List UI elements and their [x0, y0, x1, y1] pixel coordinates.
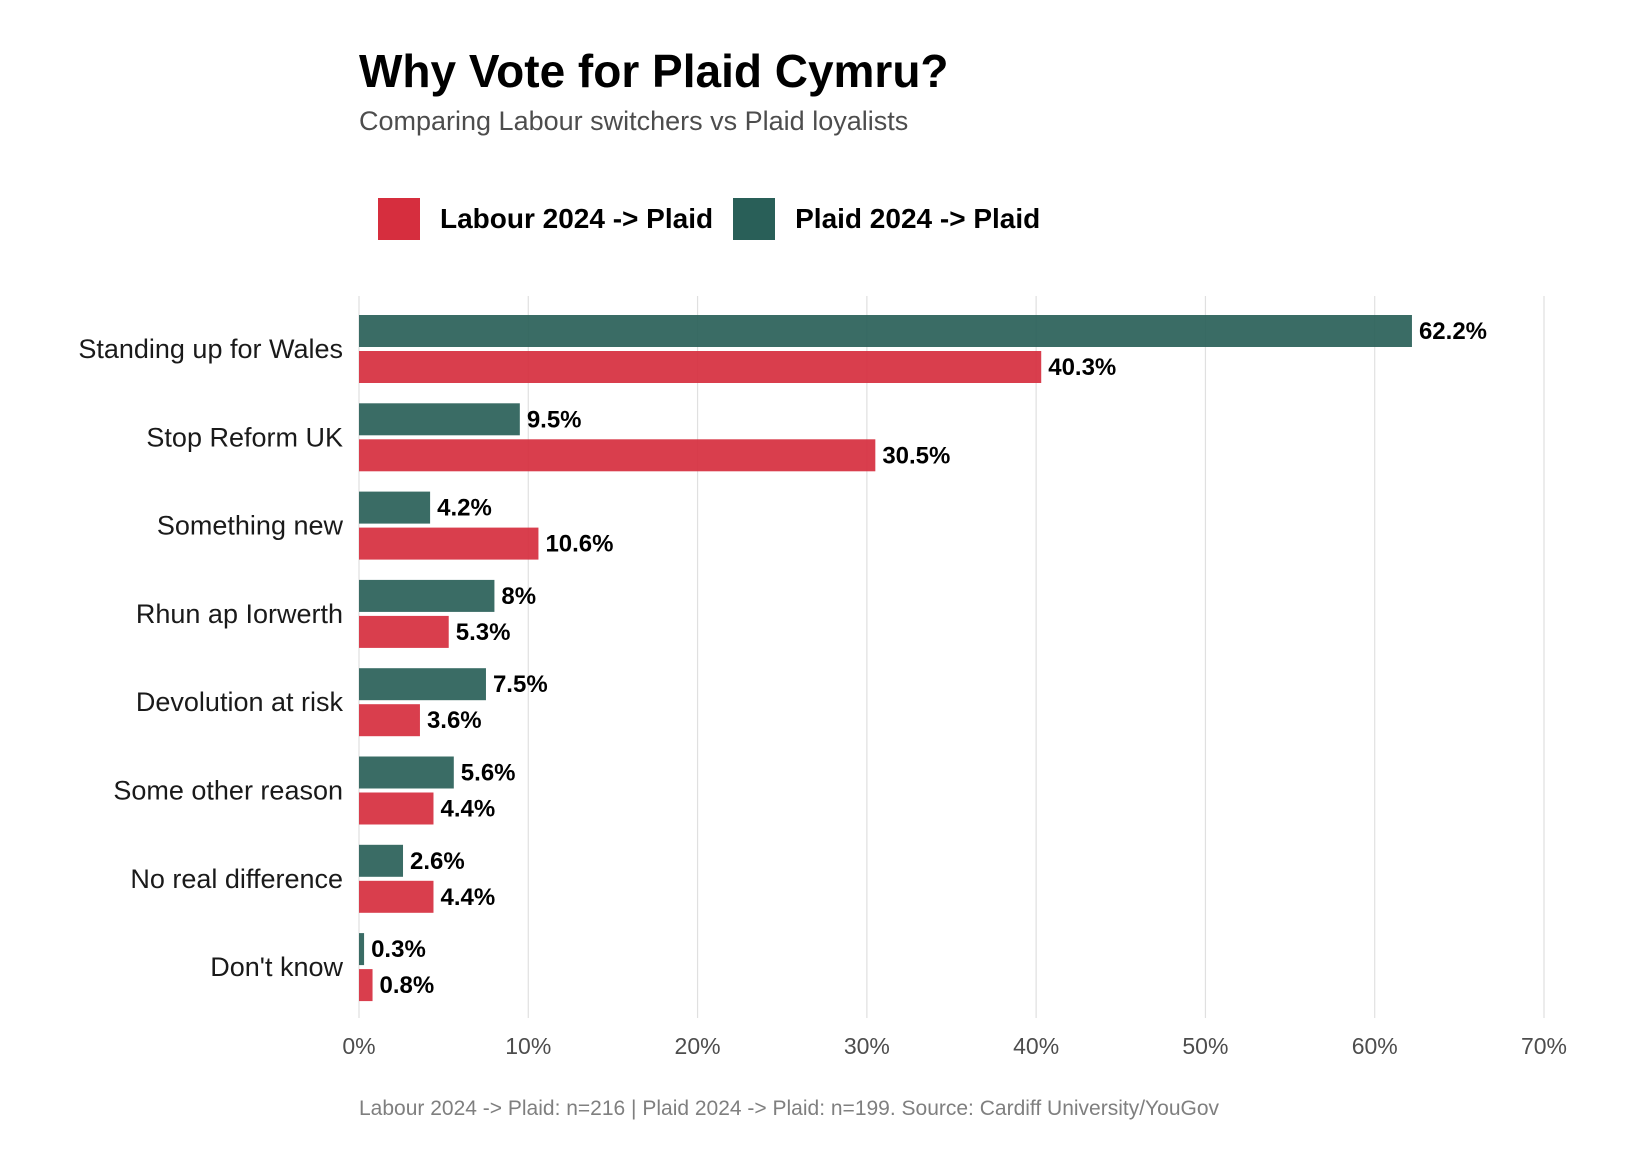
bars — [359, 315, 1412, 1002]
x-tick-label: 0% — [342, 1033, 375, 1059]
category-label: Don't know — [210, 952, 343, 982]
x-tick-label: 50% — [1182, 1033, 1228, 1059]
legend-swatch-labour — [378, 198, 420, 240]
category-label: Something new — [157, 511, 344, 541]
x-tick-label: 30% — [844, 1033, 890, 1059]
x-tick-label: 70% — [1521, 1033, 1567, 1059]
value-labels: 62.2% 40.3% 9.5% 30.5% 4.2% 10.6% 8% 5.3% 7.5% 3.… — [371, 318, 1487, 999]
bar-plaid — [359, 403, 520, 436]
value-label-labour: 3.6% — [427, 707, 482, 734]
category-label: Stop Reform UK — [146, 422, 343, 452]
value-label-plaid: 5.6% — [461, 760, 516, 787]
category-label: Standing up for Wales — [78, 334, 343, 364]
bar-plaid — [359, 933, 365, 966]
x-axis-ticks: 0% 10% 20% 30% 40% 50% 60% 70% — [342, 1033, 1567, 1059]
bar-labour — [359, 704, 420, 737]
category-label: No real difference — [130, 864, 343, 894]
legend-swatch-plaid — [733, 198, 776, 240]
value-label-labour: 40.3% — [1048, 354, 1116, 381]
value-label-labour: 0.8% — [380, 972, 435, 999]
value-label-labour: 10.6% — [545, 531, 613, 558]
value-label-labour: 4.4% — [440, 884, 495, 911]
bar-plaid — [359, 579, 495, 612]
x-tick-label: 10% — [505, 1033, 551, 1059]
bar-labour — [359, 615, 449, 648]
legend-item-plaid: Plaid 2024 -> Plaid — [733, 198, 1040, 240]
bar-plaid — [359, 756, 454, 789]
category-label: Devolution at risk — [136, 687, 344, 717]
chart-subtitle: Comparing Labour switchers vs Plaid loya… — [359, 106, 909, 136]
value-label-labour: 4.4% — [440, 796, 495, 823]
bar-labour — [359, 527, 539, 560]
chart-caption: Labour 2024 -> Plaid: n=216 | Plaid 2024… — [359, 1097, 1220, 1120]
category-labels: Standing up for Wales Stop Reform UK Somet… — [78, 334, 343, 982]
legend-label-labour: Labour 2024 -> Plaid — [440, 203, 714, 234]
x-tick-label: 20% — [675, 1033, 721, 1059]
bar-labour — [359, 439, 876, 472]
x-tick-label: 40% — [1013, 1033, 1059, 1059]
bar-labour — [359, 969, 373, 1002]
category-label: Some other reason — [113, 776, 343, 806]
legend-item-labour: Labour 2024 -> Plaid — [378, 198, 713, 240]
x-tick-label: 60% — [1352, 1033, 1398, 1059]
gridlines — [358, 296, 1545, 1018]
value-label-plaid: 4.2% — [437, 495, 492, 522]
bar-labour — [359, 792, 434, 825]
bar-plaid — [359, 315, 1412, 347]
bar-labour — [359, 880, 434, 913]
bar-plaid — [359, 844, 404, 877]
bar-labour — [359, 351, 1042, 383]
value-label-plaid: 9.5% — [527, 406, 582, 433]
legend-label-plaid: Plaid 2024 -> Plaid — [795, 203, 1041, 234]
value-label-labour: 30.5% — [882, 442, 950, 469]
bar-plaid — [359, 491, 431, 524]
value-label-plaid: 0.3% — [371, 936, 426, 963]
value-label-plaid: 7.5% — [493, 671, 548, 698]
value-label-plaid: 2.6% — [410, 848, 465, 875]
legend: Labour 2024 -> Plaid Plaid 2024 -> Plaid — [378, 198, 1060, 240]
value-label-plaid: 8% — [501, 583, 536, 610]
category-label: Rhun ap Iorwerth — [136, 599, 343, 629]
value-label-plaid: 62.2% — [1419, 318, 1487, 345]
chart-title: Why Vote for Plaid Cymru? — [359, 45, 949, 97]
bar-plaid — [359, 668, 486, 701]
value-label-labour: 5.3% — [456, 619, 511, 646]
